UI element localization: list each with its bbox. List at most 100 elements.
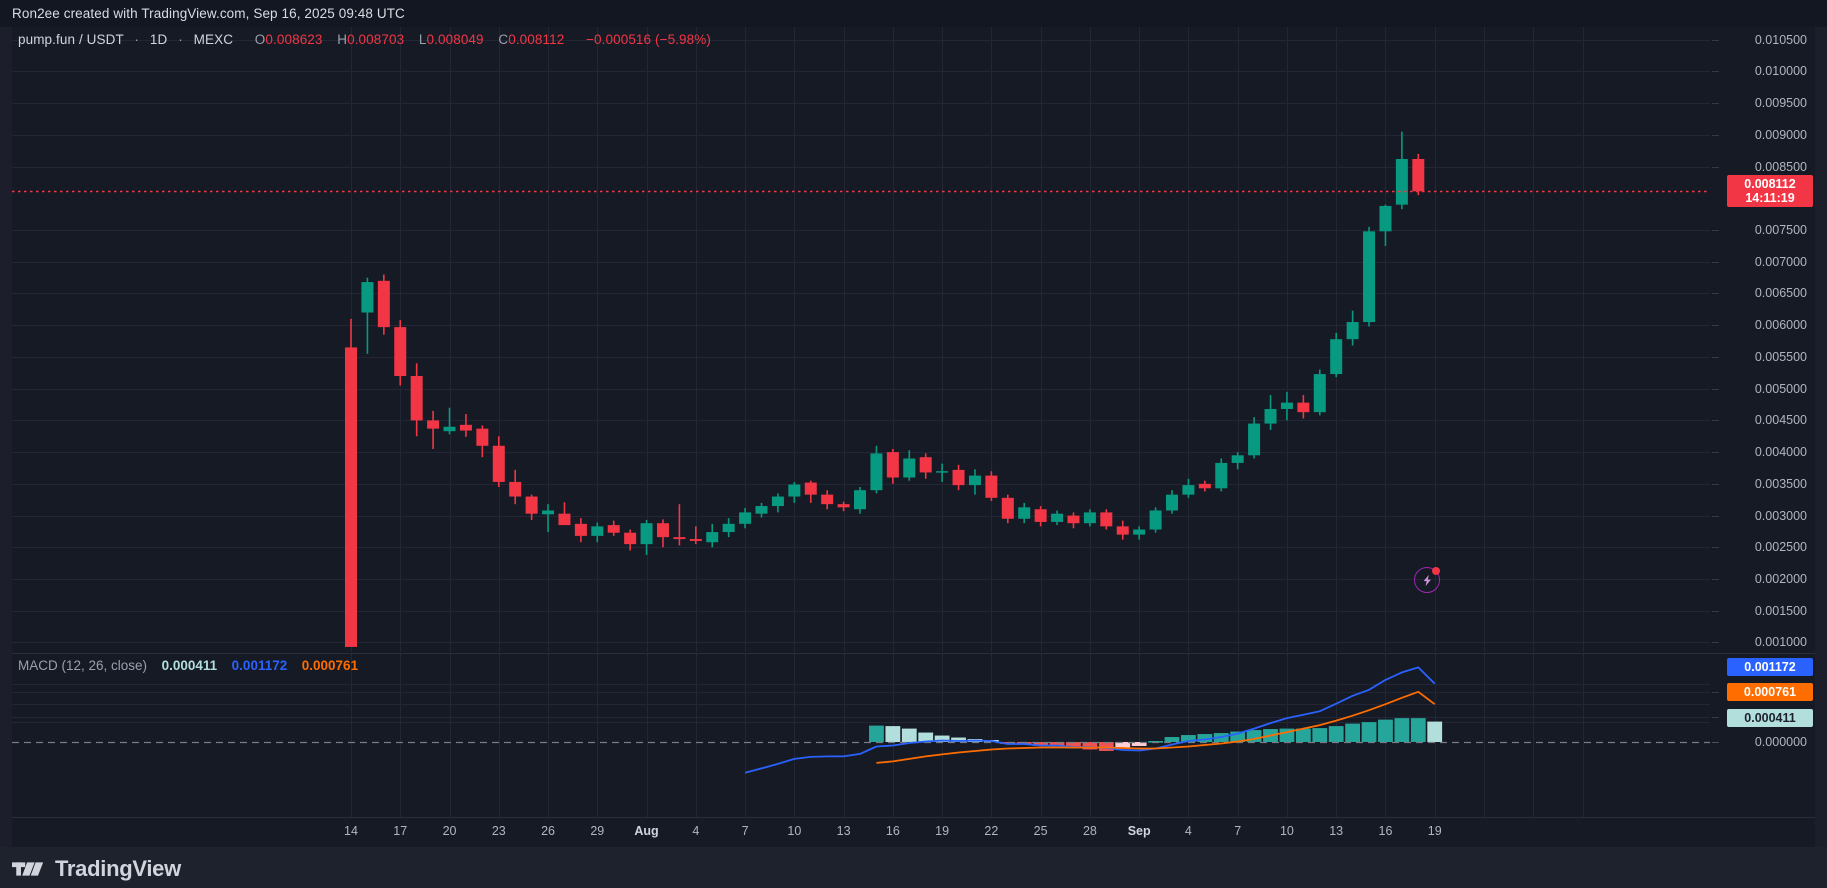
price-tick-label: 0.001000 [1754, 635, 1807, 650]
price-tick-label: 0.006000 [1754, 318, 1807, 333]
legend-interval[interactable]: 1D [149, 32, 168, 47]
legend-high-value: 0.008703 [347, 32, 405, 47]
price-tick-mark [1712, 103, 1719, 104]
time-tick-label: 4 [692, 824, 700, 838]
time-tick-label: 17 [393, 824, 408, 838]
signal-line-badge[interactable]: 0.000761 [1727, 682, 1813, 701]
price-tick-label: 0.006500 [1754, 286, 1807, 301]
price-tick-mark [1712, 40, 1719, 41]
price-tick-label: 0.003000 [1754, 508, 1807, 523]
tradingview-brand-text: TradingView [55, 856, 181, 881]
time-tick-label: 4 [1184, 824, 1192, 838]
price-tick-label: 0.010000 [1754, 64, 1807, 79]
price-tick-label: 0.001500 [1754, 603, 1807, 618]
time-tick-label: 19 [935, 824, 950, 838]
time-tick-label: 23 [491, 824, 506, 838]
macd-tick-mark [1712, 742, 1719, 743]
histogram-badge[interactable]: 0.000411 [1727, 709, 1813, 728]
time-tick-label: 14 [344, 824, 358, 838]
price-tick-label: 0.004000 [1754, 445, 1807, 460]
price-tick-label: 0.003500 [1754, 476, 1807, 491]
price-tick-mark [1712, 484, 1719, 485]
time-tick-label: 16 [1378, 824, 1393, 838]
price-tick-mark [1712, 293, 1719, 294]
bar-countdown: 14:11:19 [1745, 191, 1795, 206]
footer-bar: TradingView [0, 847, 1827, 888]
price-tick-label: 0.007000 [1754, 254, 1807, 269]
tradingview-logo[interactable]: TradingView [12, 856, 181, 882]
time-tick-label: 7 [741, 824, 749, 838]
legend-symbol[interactable]: pump.fun / USDT [18, 32, 124, 47]
current-price-badge[interactable]: 0.008112 14:11:19 [1727, 175, 1813, 208]
price-tick-mark [1712, 325, 1719, 326]
price-tick-mark [1712, 167, 1719, 168]
legend-open-label: O [254, 32, 266, 47]
macd-line-badge[interactable]: 0.001172 [1727, 658, 1813, 677]
time-tick-label: Aug [634, 824, 659, 838]
price-tick-label: 0.002500 [1754, 540, 1807, 555]
time-tick-label: 29 [590, 824, 605, 838]
price-plot-area[interactable] [12, 27, 1710, 652]
macd-plot-area[interactable] [12, 654, 1710, 818]
macd-axis[interactable]: 0.0010000.0005000.0000000.0011720.000761… [1710, 654, 1815, 818]
attribution-bar: Ron2ee created with TradingView.com, Sep… [0, 0, 1827, 27]
price-tick-mark [1712, 452, 1719, 453]
time-tick-label: 16 [885, 824, 900, 838]
time-tick-label: 26 [541, 824, 555, 838]
tradingview-glyph-icon [12, 862, 44, 876]
lightning-bolt-glyph [1423, 574, 1431, 586]
time-axis[interactable]: 14 17 20 23 26 29 Aug 4 7 10 13 16 19 22 25 28 Sep 4 7 10 13… [12, 817, 1815, 848]
time-tick-label: 13 [1329, 824, 1344, 838]
symbol-legend[interactable]: pump.fun / USDT · 1D · MEXC O0.008623 H0… [18, 32, 711, 47]
price-tick-mark [1712, 135, 1719, 136]
chart-frame: 0.010500 0.010000 0.009500 0.009000 0.008500… [12, 27, 1815, 817]
legend-close-value: 0.008112 [508, 32, 565, 47]
time-tick-label: 25 [1033, 824, 1048, 838]
macd-pane: 0.0010000.0005000.0000000.0011720.000761… [12, 653, 1815, 818]
price-tick-mark [1712, 71, 1719, 72]
legend-sep-1: · [134, 32, 140, 47]
price-tick-mark [1712, 357, 1719, 358]
price-tick-mark [1712, 230, 1719, 231]
notification-dot-icon [1432, 567, 1441, 575]
price-tick-mark [1712, 579, 1719, 580]
price-tick-label: 0.002000 [1754, 572, 1807, 587]
legend-open-value: 0.008623 [265, 32, 323, 47]
time-tick-label: Sep [1127, 824, 1151, 838]
price-tick-mark [1712, 516, 1719, 517]
price-tick-label: 0.007500 [1754, 223, 1807, 238]
macd-tick-label: 0.000000 [1754, 735, 1807, 749]
price-tick-mark [1712, 611, 1719, 612]
macd-title[interactable]: MACD (12, 26, close) [18, 658, 148, 673]
legend-low-value: 0.008049 [426, 32, 484, 47]
time-tick-label: 13 [836, 824, 851, 838]
lightning-fast-icon[interactable] [1414, 567, 1441, 593]
price-tick-mark [1712, 262, 1719, 263]
macd-tick-mark [1712, 692, 1719, 693]
macd-legend[interactable]: MACD (12, 26, close) 0.000411 0.001172 0… [18, 658, 358, 673]
legend-low-label: L [418, 32, 427, 47]
price-tick-label: 0.005500 [1754, 349, 1807, 364]
macd-line-value: 0.001172 [231, 658, 288, 673]
legend-change: −0.000516 (−5.98%) [586, 32, 711, 47]
macd-signal-value: 0.000761 [301, 658, 359, 673]
price-tick-mark [1712, 420, 1719, 421]
price-tick-label: 0.004500 [1754, 413, 1807, 428]
price-tick-mark [1712, 547, 1719, 548]
price-tick-label: 0.005000 [1754, 381, 1807, 396]
time-tick-label: 10 [1279, 824, 1294, 838]
price-tick-mark [1712, 642, 1719, 643]
legend-exchange[interactable]: MEXC [193, 32, 234, 47]
time-tick-label: 22 [984, 824, 999, 838]
legend-sep-2: · [178, 32, 183, 47]
price-tick-label: 0.010500 [1754, 32, 1807, 47]
price-axis[interactable]: 0.010500 0.010000 0.009500 0.009000 0.008500… [1710, 27, 1815, 652]
legend-high-label: H [337, 32, 348, 47]
time-tick-label: 19 [1427, 824, 1442, 838]
price-tick-label: 0.009000 [1754, 127, 1807, 142]
current-price-value: 0.008112 [1744, 177, 1796, 192]
macd-histogram-value: 0.000411 [161, 658, 218, 673]
time-tick-label: 7 [1234, 824, 1242, 838]
time-tick-label: 20 [442, 824, 457, 838]
